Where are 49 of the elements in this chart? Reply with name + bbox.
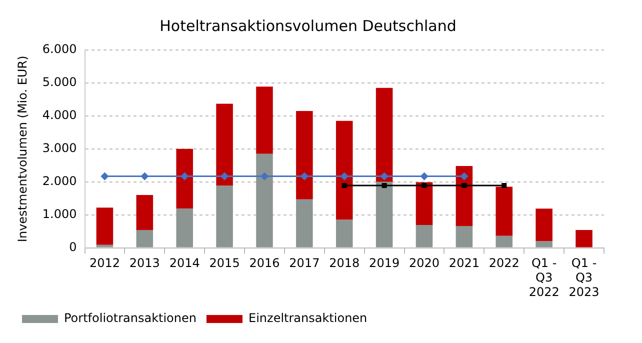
- chart-title: Hoteltransaktionsvolumen Deutschland: [160, 16, 456, 35]
- x-tick-label: Q1 - Q3 2023: [568, 256, 600, 299]
- bar: [456, 226, 473, 248]
- bar: [176, 148, 193, 209]
- bar: [256, 154, 273, 248]
- y-axis-title: Investmentvolumen (Mio. EUR): [15, 56, 30, 242]
- bar: [216, 104, 233, 186]
- bar: [536, 208, 552, 242]
- bar: [96, 208, 114, 245]
- x-tick-label: 2018: [329, 256, 360, 270]
- x-tick-label: 2017: [289, 256, 320, 270]
- x-tick-label: 2022: [488, 256, 520, 270]
- bar: [456, 166, 473, 226]
- x-tick-label: 2016: [249, 256, 280, 270]
- x-tick-label: 2013: [129, 256, 160, 270]
- y-tick-label: 0: [69, 240, 77, 254]
- y-tick-label: 5.000: [42, 75, 77, 90]
- bar: [96, 244, 114, 248]
- x-tick-label: 2019: [369, 256, 400, 270]
- bar: [256, 86, 273, 154]
- y-tick-label: 2.000: [42, 174, 77, 188]
- bar: [496, 236, 513, 248]
- bar: [376, 182, 393, 248]
- y-tick-label: 1.000: [42, 206, 77, 221]
- bar: [176, 208, 193, 248]
- x-tick-label: 2012: [89, 256, 120, 270]
- bar: [336, 120, 353, 220]
- bar: [496, 186, 513, 236]
- bar: [576, 230, 592, 248]
- legend-label: Einzeltransaktionen: [248, 311, 368, 326]
- x-tick-label: 2021: [448, 256, 480, 270]
- x-tick-label: 2015: [209, 256, 240, 270]
- bar: [136, 230, 154, 248]
- bar: [296, 110, 313, 200]
- y-tick-label: 3.000: [42, 141, 77, 156]
- y-tick-label: 4.000: [42, 108, 77, 122]
- x-tick-label: Q1 - Q3 2022: [528, 256, 560, 299]
- x-tick-label: 2020: [408, 256, 440, 270]
- x-tick-label: 2014: [169, 256, 200, 270]
- bar: [376, 88, 393, 182]
- y-tick-label: 6.000: [42, 42, 77, 56]
- bar: [136, 195, 154, 230]
- bar: [416, 182, 433, 226]
- bar: [296, 199, 313, 248]
- bar: [216, 185, 233, 248]
- legend-label: Portfoliotransaktionen: [64, 311, 196, 326]
- bar: [416, 225, 433, 248]
- bar: [336, 220, 353, 248]
- bar: [536, 241, 552, 248]
